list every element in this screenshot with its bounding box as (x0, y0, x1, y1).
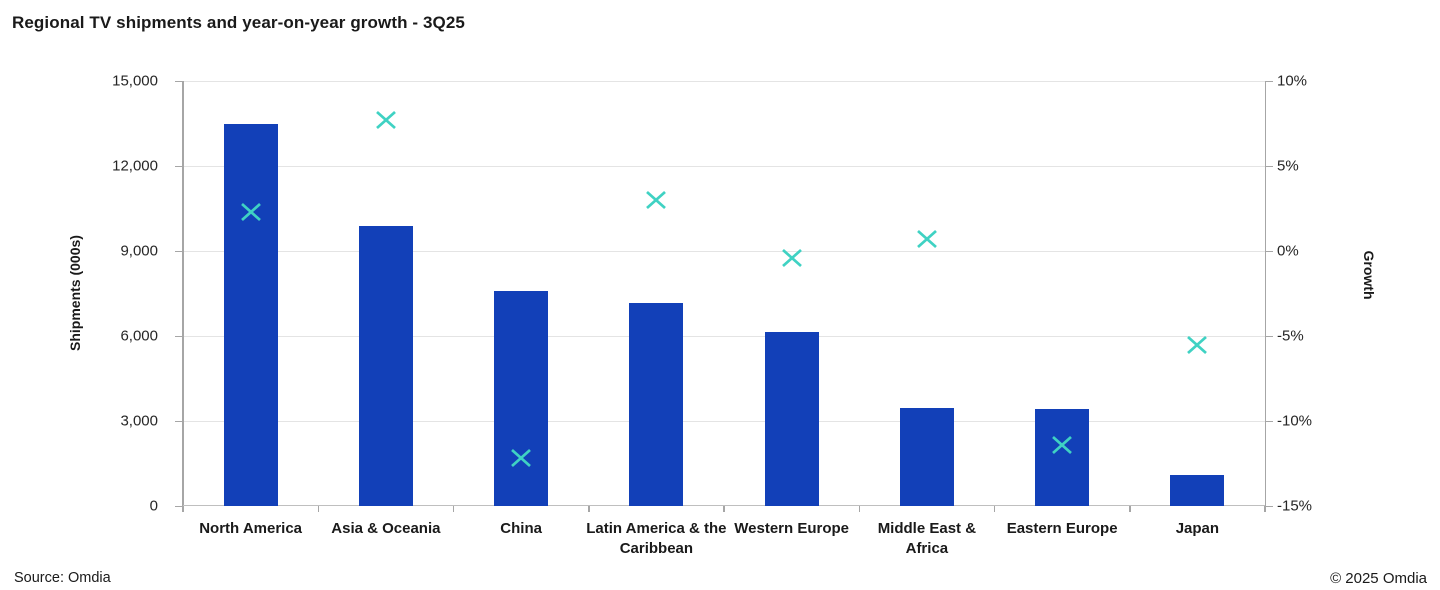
growth-x-marker (781, 248, 803, 268)
category-label: Japan (1175, 520, 1220, 537)
right-axis-tick (1266, 165, 1273, 167)
right-axis-tick-label: -10% (1277, 412, 1313, 430)
category-label: Eastern Europe (1006, 520, 1118, 537)
x-marker-icon (916, 230, 937, 249)
x-axis-tick (182, 506, 184, 512)
right-axis-tick (1266, 505, 1273, 507)
bar-latin-america-the-caribbean (629, 303, 684, 506)
right-axis-tick-label: 5% (1277, 157, 1299, 175)
chart-title: Regional TV shipments and year-on-year g… (12, 13, 465, 32)
left-axis-tick-label: 15,000 (112, 72, 158, 90)
x-marker-icon (646, 190, 667, 210)
x-marker-icon (240, 202, 261, 221)
x-marker-icon (1187, 335, 1208, 354)
x-axis-tick (452, 506, 455, 512)
left-axis-title: Shipments (000s) (67, 235, 83, 351)
left-axis-line (182, 81, 184, 512)
category-label: Western Europe (734, 520, 849, 537)
x-marker-icon (781, 248, 802, 267)
right-axis-title: Growth (1361, 250, 1377, 300)
left-axis-tick (175, 505, 182, 507)
bar-eastern-europe (1035, 409, 1090, 506)
x-axis-tick (317, 506, 319, 512)
right-axis-tick-label: 0% (1277, 242, 1299, 260)
right-axis-tick (1266, 80, 1273, 82)
growth-x-marker (375, 110, 397, 130)
left-axis-tick (175, 335, 182, 337)
right-axis-line (1264, 81, 1266, 512)
x-marker-icon (1052, 435, 1073, 454)
left-axis-tick (175, 250, 182, 252)
right-axis-tick (1266, 250, 1273, 252)
left-axis-tick-label: 9,000 (120, 242, 158, 260)
x-axis-tick (723, 506, 725, 512)
left-axis-tick-label: 12,000 (112, 157, 158, 175)
gridline (183, 251, 1265, 252)
source-note: Source: Omdia (14, 570, 111, 586)
plot-area (175, 80, 1273, 512)
x-axis-tick (588, 506, 590, 512)
gridline (183, 421, 1265, 422)
left-axis-tick-label: 6,000 (120, 327, 158, 345)
bar-middle-east-africa (899, 407, 954, 506)
left-axis-tick (175, 420, 182, 422)
bar-china (494, 290, 549, 506)
category-label: China (500, 520, 542, 537)
right-axis-tick-label: 10% (1277, 72, 1308, 90)
category-label: Asia & Oceania (331, 520, 441, 537)
left-axis-tick (175, 80, 182, 82)
copyright-note: © 2025 Omdia (1330, 570, 1427, 587)
bar-japan (1170, 475, 1225, 506)
category-label: Middle East & Africa (877, 520, 977, 558)
x-axis-tick (1264, 506, 1266, 512)
growth-x-marker (645, 190, 667, 210)
x-axis-tick (858, 506, 860, 512)
growth-x-marker (916, 229, 938, 249)
x-axis-line (183, 504, 1265, 506)
x-axis-tick (1129, 506, 1131, 512)
growth-x-marker (1051, 435, 1073, 455)
gridline (183, 166, 1265, 167)
growth-x-marker (1186, 335, 1208, 355)
x-marker-icon (375, 111, 396, 130)
x-axis-tick (993, 506, 996, 512)
category-label: North America (199, 520, 303, 537)
growth-x-marker (240, 202, 262, 222)
left-axis-tick (175, 165, 182, 167)
left-axis-tick-label: 3,000 (120, 412, 158, 430)
x-marker-icon (511, 449, 532, 468)
right-axis-tick (1266, 420, 1273, 422)
bar-north-america (223, 123, 278, 506)
bar-western-europe (764, 331, 819, 506)
right-axis-tick (1266, 335, 1273, 337)
gridline (183, 81, 1265, 82)
bar-asia-oceania (358, 225, 413, 506)
gridline (183, 336, 1265, 337)
category-label: Latin America & the Caribbean (586, 520, 727, 558)
growth-x-marker (510, 448, 532, 468)
left-axis-tick-label: 0 (149, 497, 158, 515)
right-axis-tick-label: -5% (1277, 327, 1304, 345)
right-axis-tick-label: -15% (1277, 497, 1313, 515)
